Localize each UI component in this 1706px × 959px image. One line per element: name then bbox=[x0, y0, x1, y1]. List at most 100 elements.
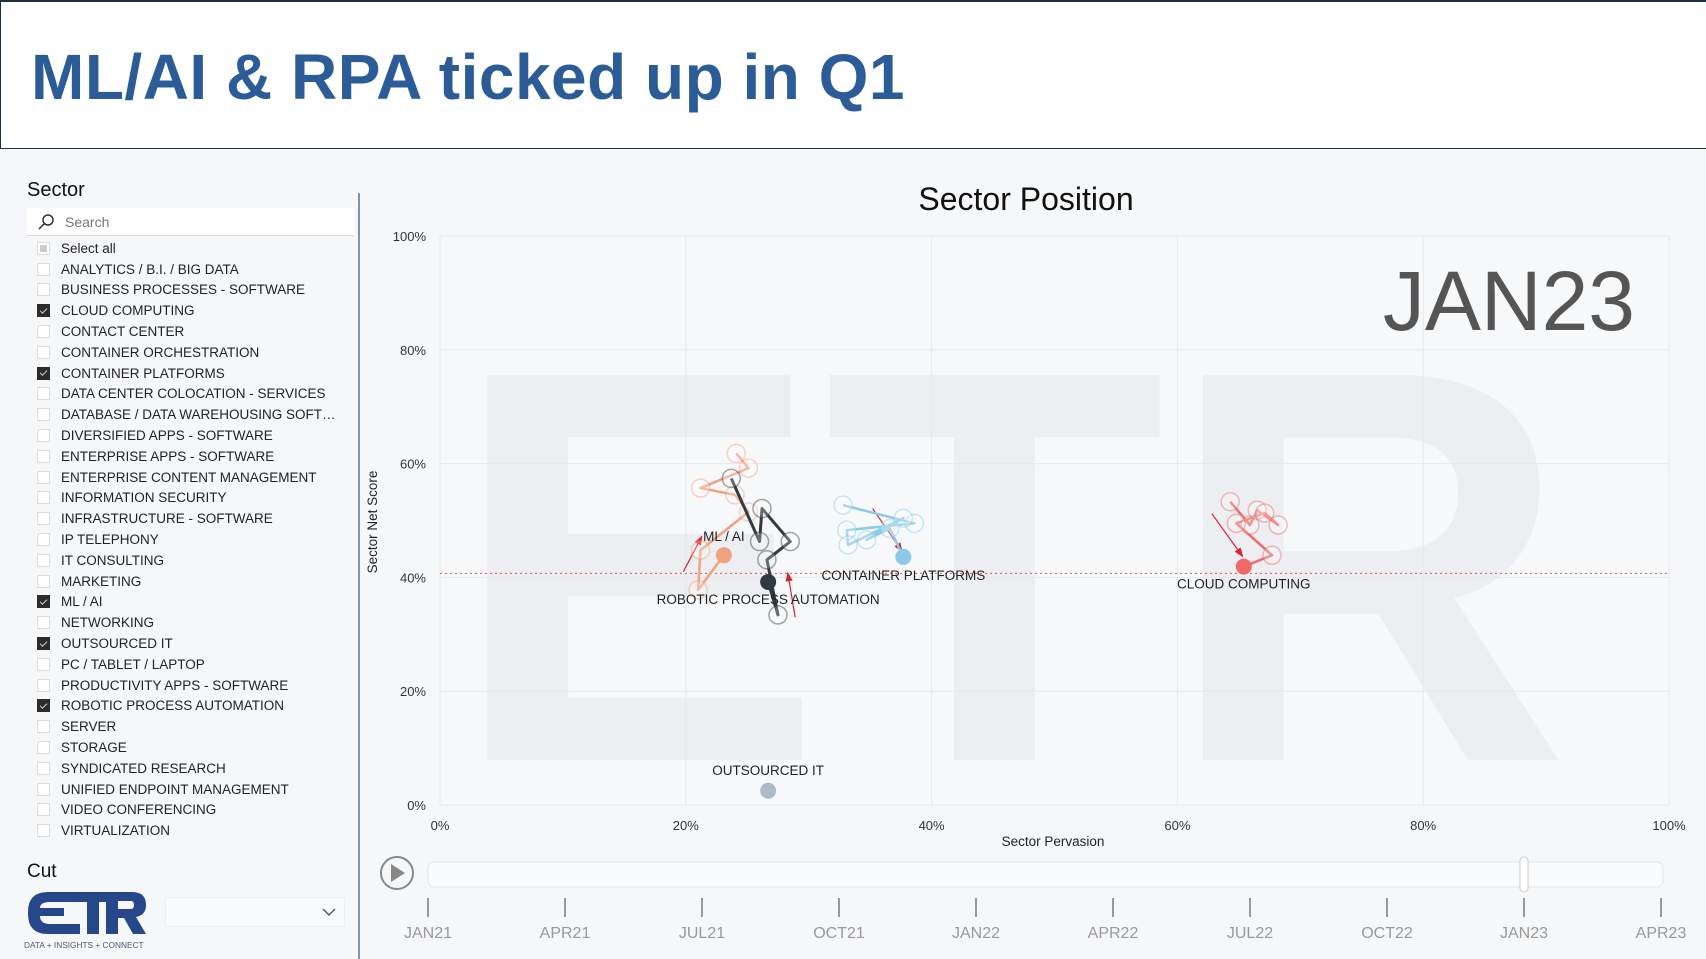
trail-point bbox=[1262, 545, 1282, 565]
checkbox[interactable] bbox=[37, 678, 50, 692]
sector-item-label: CONTAINER ORCHESTRATION bbox=[61, 344, 260, 360]
sector-item[interactable]: DATABASE / DATA WAREHOUSING SOFT… bbox=[37, 404, 357, 425]
checkbox[interactable] bbox=[37, 595, 50, 609]
sector-item[interactable]: CONTACT CENTER bbox=[37, 321, 357, 342]
checkbox[interactable] bbox=[37, 512, 50, 526]
search-input[interactable] bbox=[65, 213, 325, 230]
trail-point bbox=[752, 498, 772, 519]
trail-point bbox=[1240, 515, 1260, 535]
search-box[interactable] bbox=[27, 208, 354, 236]
timeline-tick-label: JUL21 bbox=[679, 925, 725, 942]
current-point bbox=[760, 573, 777, 590]
trail-point bbox=[893, 508, 914, 528]
sector-item[interactable]: DATA CENTER COLOCATION - SERVICES bbox=[37, 384, 357, 405]
x-tick-label: 100% bbox=[1652, 818, 1686, 833]
checkbox[interactable] bbox=[37, 824, 50, 838]
checkbox[interactable] bbox=[37, 449, 50, 463]
sector-item[interactable]: PRODUCTIVITY APPS - SOFTWARE bbox=[37, 675, 357, 696]
sector-item[interactable]: BUSINESS PROCESSES - SOFTWARE bbox=[37, 280, 357, 301]
timeline-tick-label: JAN21 bbox=[404, 925, 452, 942]
chart-title: Sector Position bbox=[918, 181, 1133, 217]
x-tick-label: 60% bbox=[1164, 818, 1190, 833]
checkbox[interactable] bbox=[37, 366, 50, 380]
sector-item-label: UNIFIED ENDPOINT MANAGEMENT bbox=[61, 781, 289, 797]
sector-item[interactable]: NETWORKING bbox=[37, 612, 357, 633]
sector-item-label: ENTERPRISE CONTENT MANAGEMENT bbox=[61, 469, 317, 485]
sector-item[interactable]: SERVER bbox=[37, 716, 357, 737]
timeline-tick-label: JUL22 bbox=[1227, 925, 1273, 942]
sector-item[interactable]: VIRTUALIZATION bbox=[37, 820, 357, 841]
svg-text:DATA + INSIGHTS + CONNECT: DATA + INSIGHTS + CONNECT bbox=[24, 940, 144, 950]
sector-item[interactable]: OUTSOURCED IT bbox=[37, 633, 357, 654]
checkbox[interactable] bbox=[37, 408, 50, 422]
series-label: CONTAINER PLATFORMS bbox=[821, 568, 985, 583]
trend-arrow bbox=[785, 571, 796, 618]
checkbox[interactable] bbox=[37, 325, 50, 339]
sector-item[interactable]: UNIFIED ENDPOINT MANAGEMENT bbox=[37, 779, 357, 800]
sector-item[interactable]: CONTAINER PLATFORMS bbox=[37, 363, 357, 384]
sector-item[interactable]: CONTAINER ORCHESTRATION bbox=[37, 342, 357, 363]
cut-dropdown[interactable] bbox=[165, 897, 345, 927]
checkbox[interactable] bbox=[37, 574, 50, 588]
sector-item[interactable]: ENTERPRISE APPS - SOFTWARE bbox=[37, 446, 357, 467]
sector-item[interactable]: CLOUD COMPUTING bbox=[37, 300, 357, 321]
sector-item[interactable]: ANALYTICS / B.I. / BIG DATA bbox=[37, 259, 357, 280]
y-tick-label: 80% bbox=[400, 343, 426, 358]
page-title: ML/AI & RPA ticked up in Q1 bbox=[31, 41, 905, 113]
checkbox[interactable] bbox=[37, 553, 50, 567]
sector-item-label: PRODUCTIVITY APPS - SOFTWARE bbox=[61, 677, 289, 693]
sector-item-label: MARKETING bbox=[61, 573, 142, 589]
timeline-slider[interactable] bbox=[427, 861, 1664, 888]
sector-item-label: ML / AI bbox=[61, 594, 103, 610]
checkbox[interactable] bbox=[37, 533, 50, 547]
checkbox[interactable] bbox=[37, 699, 50, 713]
sector-item[interactable]: INFRASTRUCTURE - SOFTWARE bbox=[37, 508, 357, 529]
checkbox[interactable] bbox=[37, 470, 50, 484]
sector-item[interactable]: IP TELEPHONY bbox=[37, 529, 357, 550]
checkbox[interactable] bbox=[37, 491, 50, 505]
sector-item[interactable]: VIDEO CONFERENCING bbox=[37, 800, 357, 821]
timeline-tick-label: APR22 bbox=[1088, 925, 1139, 942]
period-watermark: JAN23 bbox=[1383, 254, 1635, 348]
checkbox[interactable] bbox=[37, 803, 50, 817]
sector-item[interactable]: SYNDICATED RESEARCH bbox=[37, 758, 357, 779]
trail-point bbox=[688, 580, 708, 600]
x-tick-label: 0% bbox=[431, 818, 450, 833]
checkbox[interactable] bbox=[37, 720, 50, 734]
sector-item[interactable]: INFORMATION SECURITY bbox=[37, 488, 357, 509]
sector-item[interactable]: ENTERPRISE CONTENT MANAGEMENT bbox=[37, 467, 357, 488]
sector-item-label: OUTSOURCED IT bbox=[61, 636, 173, 652]
sector-filter-label: Sector bbox=[27, 179, 85, 201]
sector-item[interactable]: ROBOTIC PROCESS AUTOMATION bbox=[37, 696, 357, 717]
sector-item[interactable]: MARKETING bbox=[37, 571, 357, 592]
sector-item-label: CLOUD COMPUTING bbox=[61, 303, 195, 319]
sector-item-label: VIDEO CONFERENCING bbox=[61, 802, 217, 818]
timeline-tick-label: APR23 bbox=[1636, 925, 1687, 942]
checkbox[interactable] bbox=[37, 429, 50, 443]
checkbox[interactable] bbox=[37, 616, 50, 630]
trend-arrow bbox=[682, 535, 703, 572]
checkbox[interactable] bbox=[37, 345, 50, 359]
checkbox[interactable] bbox=[37, 387, 50, 401]
checkbox[interactable] bbox=[37, 761, 50, 775]
checkbox[interactable] bbox=[37, 657, 50, 671]
sector-item[interactable]: DIVERSIFIED APPS - SOFTWARE bbox=[37, 425, 357, 446]
sector-list: Select all ANALYTICS / B.I. / BIG DATA BUS… bbox=[37, 238, 357, 841]
sector-item[interactable]: ML / AI bbox=[37, 592, 357, 613]
checkbox[interactable] bbox=[37, 637, 50, 651]
timeline-handle[interactable] bbox=[1519, 856, 1529, 893]
checkbox[interactable] bbox=[37, 241, 50, 255]
sector-item[interactable]: STORAGE bbox=[37, 737, 357, 758]
sector-item[interactable]: IT CONSULTING bbox=[37, 550, 357, 571]
sector-item[interactable]: PC / TABLET / LAPTOP bbox=[37, 654, 357, 675]
sector-item[interactable]: Select all bbox=[37, 238, 357, 259]
checkbox[interactable] bbox=[37, 741, 50, 755]
checkbox[interactable] bbox=[37, 262, 50, 276]
checkbox[interactable] bbox=[37, 304, 50, 318]
sector-item-label: BUSINESS PROCESSES - SOFTWARE bbox=[61, 282, 306, 298]
trail-point bbox=[726, 443, 746, 464]
y-tick-label: 100% bbox=[393, 229, 427, 244]
checkbox[interactable] bbox=[37, 782, 50, 796]
checkbox[interactable] bbox=[37, 283, 50, 297]
